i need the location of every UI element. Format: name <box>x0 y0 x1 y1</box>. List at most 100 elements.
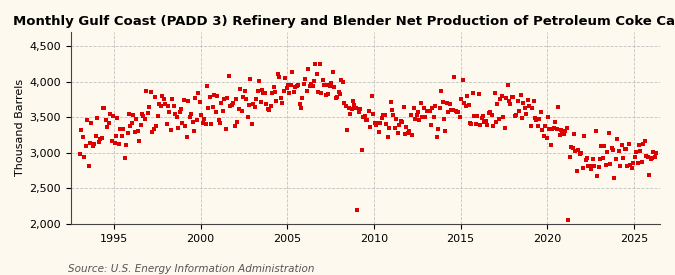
Point <box>225 103 236 108</box>
Point <box>213 118 224 122</box>
Point <box>610 156 621 161</box>
Point <box>570 149 581 153</box>
Point <box>516 116 527 121</box>
Point <box>475 122 485 127</box>
Point <box>215 121 225 125</box>
Point <box>313 89 324 94</box>
Point <box>603 131 614 135</box>
Point <box>144 104 155 109</box>
Point <box>450 108 461 113</box>
Point <box>396 119 406 123</box>
Point <box>402 131 413 135</box>
Point <box>582 156 593 160</box>
Point <box>553 105 564 109</box>
Point <box>184 115 195 120</box>
Point <box>194 100 205 104</box>
Point <box>514 108 524 113</box>
Point <box>140 117 151 122</box>
Point <box>353 110 364 114</box>
Y-axis label: Thousand Barrels: Thousand Barrels <box>15 79 25 177</box>
Point <box>232 120 243 124</box>
Point <box>498 114 509 119</box>
Point <box>274 75 285 79</box>
Point <box>176 106 186 111</box>
Point <box>377 116 387 121</box>
Point <box>372 121 383 125</box>
Point <box>229 123 240 128</box>
Point <box>605 162 616 166</box>
Point <box>520 106 531 110</box>
Point <box>142 111 153 116</box>
Point <box>363 109 374 113</box>
Point <box>320 93 331 97</box>
Point <box>326 81 337 86</box>
Point <box>511 113 522 117</box>
Point <box>645 157 656 162</box>
Point <box>622 163 633 168</box>
Point <box>567 146 578 150</box>
Point <box>454 115 465 119</box>
Point <box>486 113 497 117</box>
Point <box>284 91 295 95</box>
Point <box>547 127 558 131</box>
Point <box>427 106 438 111</box>
Point <box>163 104 173 109</box>
Point <box>412 110 423 114</box>
Point <box>190 96 201 100</box>
Point <box>493 117 504 121</box>
Point <box>541 136 552 141</box>
Point <box>463 103 474 107</box>
Point <box>348 99 358 103</box>
Point <box>78 135 88 140</box>
Point <box>101 118 111 123</box>
Point <box>469 114 480 118</box>
Point <box>387 108 398 112</box>
Point <box>398 105 409 109</box>
Point <box>349 103 360 107</box>
Point <box>171 115 182 119</box>
Point <box>261 102 271 107</box>
Point <box>563 218 574 222</box>
Point <box>540 124 551 128</box>
Point <box>367 94 377 98</box>
Point <box>462 94 472 98</box>
Point <box>159 97 169 101</box>
Point <box>483 111 494 115</box>
Point <box>606 146 617 150</box>
Point <box>482 123 493 127</box>
Point <box>572 168 583 173</box>
Point <box>226 103 237 107</box>
Point <box>329 85 340 89</box>
Point <box>164 109 175 114</box>
Point <box>492 102 503 106</box>
Point <box>449 75 460 79</box>
Point <box>576 151 587 155</box>
Point <box>116 134 127 139</box>
Point <box>358 115 369 119</box>
Point <box>373 130 384 135</box>
Point <box>118 127 129 131</box>
Point <box>595 156 605 161</box>
Point <box>196 113 207 117</box>
Point <box>495 97 506 101</box>
Point <box>597 156 608 161</box>
Point <box>217 109 228 114</box>
Point <box>254 79 265 83</box>
Text: Source: U.S. Energy Information Administration: Source: U.S. Energy Information Administ… <box>68 264 314 274</box>
Point <box>515 93 526 97</box>
Point <box>188 128 199 133</box>
Point <box>112 116 123 120</box>
Point <box>444 102 455 106</box>
Point <box>618 156 628 160</box>
Point <box>93 139 104 144</box>
Point <box>647 156 657 160</box>
Point <box>170 112 181 116</box>
Point <box>574 151 585 156</box>
Point <box>323 92 334 96</box>
Point <box>596 144 607 148</box>
Point <box>628 161 639 166</box>
Point <box>644 173 655 177</box>
Point <box>641 153 651 158</box>
Point <box>102 125 113 129</box>
Point <box>522 98 533 102</box>
